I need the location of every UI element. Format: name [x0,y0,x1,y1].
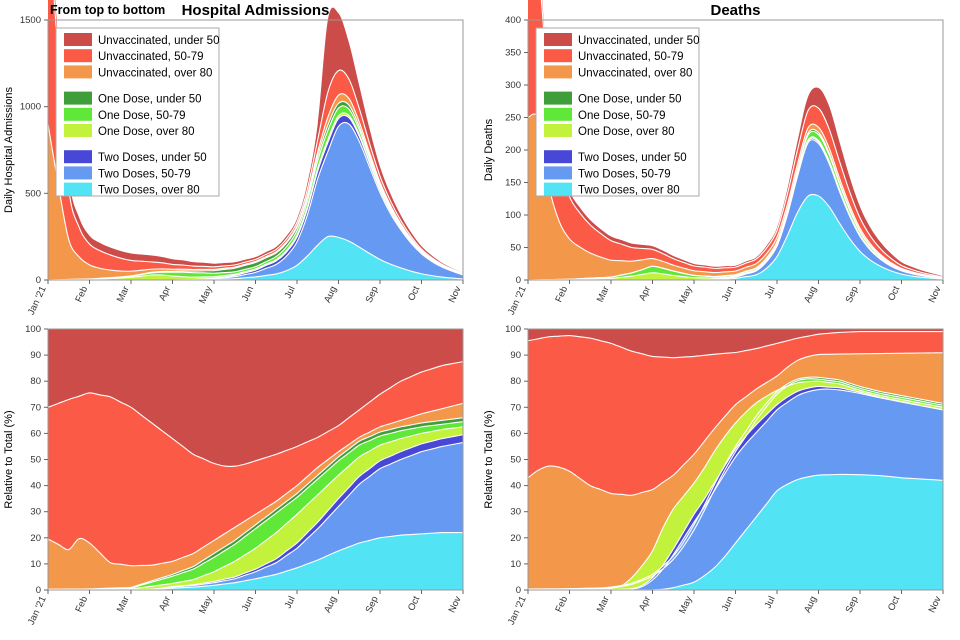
svg-text:300: 300 [505,80,521,91]
svg-text:Unvaccinated, over 80: Unvaccinated, over 80 [98,67,212,79]
svg-text:0: 0 [36,275,41,286]
svg-text:One Dose, over 80: One Dose, over 80 [98,126,195,138]
svg-text:From top to bottom: From top to bottom [50,3,165,17]
svg-text:Unvaccinated, over 80: Unvaccinated, over 80 [578,67,692,79]
svg-text:50: 50 [510,455,521,466]
svg-text:Two Doses, over 80: Two Doses, over 80 [578,185,680,197]
svg-text:Two Doses, over 80: Two Doses, over 80 [98,185,200,197]
svg-text:60: 60 [30,428,41,439]
svg-text:90: 90 [510,350,521,361]
svg-text:80: 80 [30,376,41,387]
svg-text:100: 100 [25,324,41,335]
svg-text:0: 0 [516,275,521,286]
svg-text:One Dose, over 80: One Dose, over 80 [578,126,675,138]
svg-text:150: 150 [505,178,521,189]
svg-text:200: 200 [505,145,521,156]
svg-text:0: 0 [516,585,521,596]
svg-text:30: 30 [510,507,521,518]
svg-text:Two Doses, 50-79: Two Doses, 50-79 [578,168,671,180]
svg-text:10: 10 [30,559,41,570]
svg-text:One Dose, 50-79: One Dose, 50-79 [98,110,186,122]
svg-text:70: 70 [30,402,41,413]
svg-text:Hospital Admissions: Hospital Admissions [182,2,330,19]
svg-text:500: 500 [25,188,41,199]
svg-text:50: 50 [510,243,521,254]
svg-text:0: 0 [36,585,41,596]
svg-text:250: 250 [505,113,521,124]
svg-text:20: 20 [510,533,521,544]
svg-text:100: 100 [505,324,521,335]
svg-text:80: 80 [510,376,521,387]
svg-text:350: 350 [505,48,521,59]
svg-text:400: 400 [505,15,521,26]
svg-text:Unvaccinated, 50-79: Unvaccinated, 50-79 [578,51,683,63]
svg-text:Deaths: Deaths [710,2,760,19]
svg-text:20: 20 [30,533,41,544]
svg-text:Relative to Total (%): Relative to Total (%) [3,410,15,508]
svg-text:30: 30 [30,507,41,518]
svg-text:One Dose, under 50: One Dose, under 50 [578,94,682,106]
svg-text:Unvaccinated, under 50: Unvaccinated, under 50 [98,35,219,47]
svg-text:Two Doses, under 50: Two Doses, under 50 [578,152,687,164]
svg-text:One Dose, 50-79: One Dose, 50-79 [578,110,666,122]
svg-text:Unvaccinated, 50-79: Unvaccinated, 50-79 [98,51,203,63]
svg-text:100: 100 [505,210,521,221]
svg-text:Unvaccinated, under 50: Unvaccinated, under 50 [578,35,699,47]
svg-text:40: 40 [510,481,521,492]
svg-text:40: 40 [30,481,41,492]
svg-text:Daily Hospital Admissions: Daily Hospital Admissions [3,87,15,213]
svg-text:One Dose, under 50: One Dose, under 50 [98,94,202,106]
svg-text:Relative to Total (%): Relative to Total (%) [483,410,495,508]
svg-text:1000: 1000 [20,102,41,113]
svg-text:1500: 1500 [20,15,41,26]
svg-text:70: 70 [510,402,521,413]
svg-text:Two Doses, 50-79: Two Doses, 50-79 [98,168,191,180]
svg-text:10: 10 [510,559,521,570]
svg-text:Daily Deaths: Daily Deaths [483,118,495,181]
svg-text:90: 90 [30,350,41,361]
svg-text:Two Doses, under 50: Two Doses, under 50 [98,152,207,164]
svg-text:50: 50 [30,455,41,466]
svg-text:60: 60 [510,428,521,439]
